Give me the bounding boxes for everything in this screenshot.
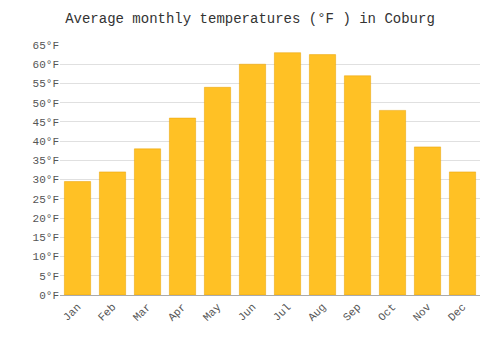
- svg-text:65°F: 65°F: [33, 40, 59, 52]
- svg-text:Jan: Jan: [61, 301, 83, 323]
- svg-text:10°F: 10°F: [33, 251, 59, 263]
- svg-text:Average monthly temperatures (: Average monthly temperatures (°F ) in Co…: [65, 11, 435, 27]
- svg-text:30°F: 30°F: [33, 174, 59, 186]
- svg-text:15°F: 15°F: [33, 232, 59, 244]
- svg-text:Dec: Dec: [446, 301, 468, 323]
- svg-text:Feb: Feb: [96, 301, 118, 323]
- svg-text:May: May: [201, 301, 224, 324]
- svg-text:5°F: 5°F: [39, 271, 59, 283]
- svg-text:55°F: 55°F: [33, 78, 59, 90]
- svg-text:0°F: 0°F: [39, 290, 59, 302]
- svg-text:Apr: Apr: [166, 301, 188, 323]
- svg-text:45°F: 45°F: [33, 117, 59, 129]
- svg-text:Oct: Oct: [376, 301, 398, 323]
- svg-text:50°F: 50°F: [33, 98, 59, 110]
- svg-text:Nov: Nov: [411, 301, 434, 324]
- svg-text:Jul: Jul: [271, 301, 293, 323]
- svg-text:Mar: Mar: [131, 301, 153, 323]
- svg-text:Jun: Jun: [236, 301, 258, 323]
- svg-text:Aug: Aug: [306, 301, 328, 323]
- svg-text:35°F: 35°F: [33, 155, 59, 167]
- svg-text:25°F: 25°F: [33, 194, 59, 206]
- svg-text:60°F: 60°F: [33, 59, 59, 71]
- svg-text:40°F: 40°F: [33, 136, 59, 148]
- svg-text:Sep: Sep: [341, 301, 363, 323]
- svg-text:20°F: 20°F: [33, 213, 59, 225]
